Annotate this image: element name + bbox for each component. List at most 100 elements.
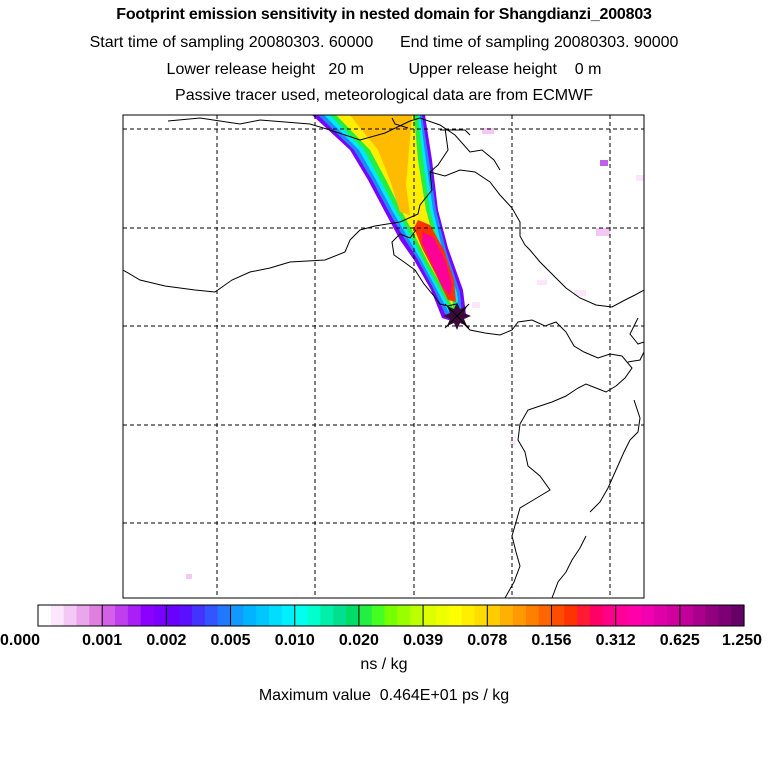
speck xyxy=(186,574,192,579)
colorbar-cell xyxy=(692,605,707,626)
colorbar-cell xyxy=(320,605,334,626)
colorbar-tick-label: 0.156 xyxy=(531,632,571,649)
colorbar-cell xyxy=(358,605,373,626)
speck xyxy=(596,228,610,236)
plume-cyan xyxy=(324,115,459,316)
maximum-value: Maximum value 0.464E+01 ps / kg xyxy=(258,687,510,704)
colorbar-tick-labels: 0.000 0.001 0.002 0.005 0.010 0.020 0.039 0.078… xyxy=(0,632,762,649)
colorbar-cell xyxy=(256,605,270,626)
colorbar-tick-label: 0.001 xyxy=(82,632,122,649)
colorbar-cell xyxy=(615,605,630,626)
upper-release-height: Upper release height 0 m xyxy=(408,61,602,78)
footprint-plume xyxy=(186,115,644,579)
plume-green xyxy=(330,115,456,310)
colorbar-cell xyxy=(525,605,540,626)
colorbar-cell xyxy=(564,605,578,626)
speck xyxy=(574,290,586,296)
coastline xyxy=(167,117,501,171)
graticule xyxy=(123,115,644,598)
colorbar-tick-label: 0.039 xyxy=(403,632,443,649)
colorbar-cell xyxy=(487,605,501,626)
plume-orange xyxy=(350,115,412,215)
release-site-marker xyxy=(443,302,471,330)
coastline xyxy=(391,117,409,129)
colorbar-cell xyxy=(435,605,450,626)
release-height-line: Lower release height 20 m Upper release … xyxy=(0,61,768,79)
colorbar-cell xyxy=(63,605,78,626)
colorbar-cell xyxy=(577,605,591,626)
colorbar-cell xyxy=(294,605,309,626)
colorbar-cell xyxy=(307,605,321,626)
colorbar-cell xyxy=(346,605,360,626)
colorbar-frame xyxy=(37,604,745,627)
colorbar-cells xyxy=(38,605,745,626)
colorbar-cell xyxy=(718,605,732,626)
colorbar-cell xyxy=(269,605,283,626)
colorbar-cell xyxy=(217,605,232,626)
speck xyxy=(482,128,494,134)
colorbar-cell xyxy=(204,605,219,626)
colorbar-cell xyxy=(589,605,604,626)
colorbar-cell xyxy=(153,605,167,626)
colorbar-cell xyxy=(448,605,463,626)
colorbar-tick-label: 0.000 xyxy=(0,632,40,649)
colorbar-cell xyxy=(192,605,206,626)
colorbar-cell xyxy=(410,605,424,626)
coastline xyxy=(429,169,644,308)
end-time: End time of sampling 20080303. 90000 xyxy=(400,34,679,51)
figure-title: Footprint emission sensitivity in nested… xyxy=(116,6,652,23)
colorbar-cell xyxy=(538,605,553,626)
colorbar-cell xyxy=(666,605,681,626)
colorbar-tick-label: 0.020 xyxy=(339,632,379,649)
colorbar-dividers xyxy=(101,605,681,626)
colorbar-cell xyxy=(371,605,386,626)
speck xyxy=(510,440,516,445)
coastlines xyxy=(123,117,644,598)
colorbar-cell xyxy=(551,605,565,626)
colorbar-tick-label: 0.010 xyxy=(275,632,315,649)
colorbar-tick-label: 0.312 xyxy=(596,632,636,649)
speck xyxy=(472,302,480,308)
colorbar-cell xyxy=(333,605,347,626)
colorbar-cell xyxy=(76,605,90,626)
sampling-time-line: Start time of sampling 20080303. 60000 E… xyxy=(0,34,768,52)
start-time: Start time of sampling 20080303. 60000 xyxy=(89,34,374,51)
coastline xyxy=(440,129,471,136)
colorbar-cell xyxy=(705,605,719,626)
colorbar-cell xyxy=(679,605,694,626)
speck xyxy=(537,280,547,285)
colorbar-cell xyxy=(89,605,103,626)
colorbar-cell xyxy=(602,605,617,626)
tracer-info-line: Passive tracer used, meteorological data… xyxy=(175,87,593,104)
map-content xyxy=(123,115,644,598)
colorbar-tick-label: 0.078 xyxy=(467,632,507,649)
colorbar-cell xyxy=(654,605,668,626)
marker-cross xyxy=(444,303,470,329)
colorbar-cell xyxy=(628,605,642,626)
coastline xyxy=(589,399,641,513)
colorbar-tick-label: 0.005 xyxy=(211,632,251,649)
colorbar-cell xyxy=(731,605,745,626)
colorbar-cell xyxy=(423,605,437,626)
colorbar-cell xyxy=(50,605,65,626)
lower-release-height: Lower release height 20 m xyxy=(166,61,364,78)
colorbar-cell xyxy=(397,605,411,626)
colorbar: 0.000 0.001 0.002 0.005 0.010 0.020 0.039 0.078… xyxy=(0,604,762,649)
colorbar-tick-label: 0.625 xyxy=(660,632,700,649)
colorbar-cell xyxy=(38,605,52,626)
colorbar-tick-label: 0.002 xyxy=(146,632,186,649)
coastline xyxy=(551,535,587,598)
colorbar-cell xyxy=(500,605,514,626)
colorbar-unit: ns / kg xyxy=(360,656,408,673)
colorbar-cell xyxy=(641,605,655,626)
colorbar-cell xyxy=(140,605,155,626)
coastline xyxy=(123,127,449,293)
colorbar-tick-label: 1.250 xyxy=(722,632,762,649)
colorbar-cell xyxy=(102,605,116,626)
colorbar-cell xyxy=(243,605,257,626)
coastline xyxy=(391,229,457,307)
speck xyxy=(600,160,608,166)
colorbar-cell xyxy=(384,605,399,626)
colorbar-cell xyxy=(127,605,142,626)
